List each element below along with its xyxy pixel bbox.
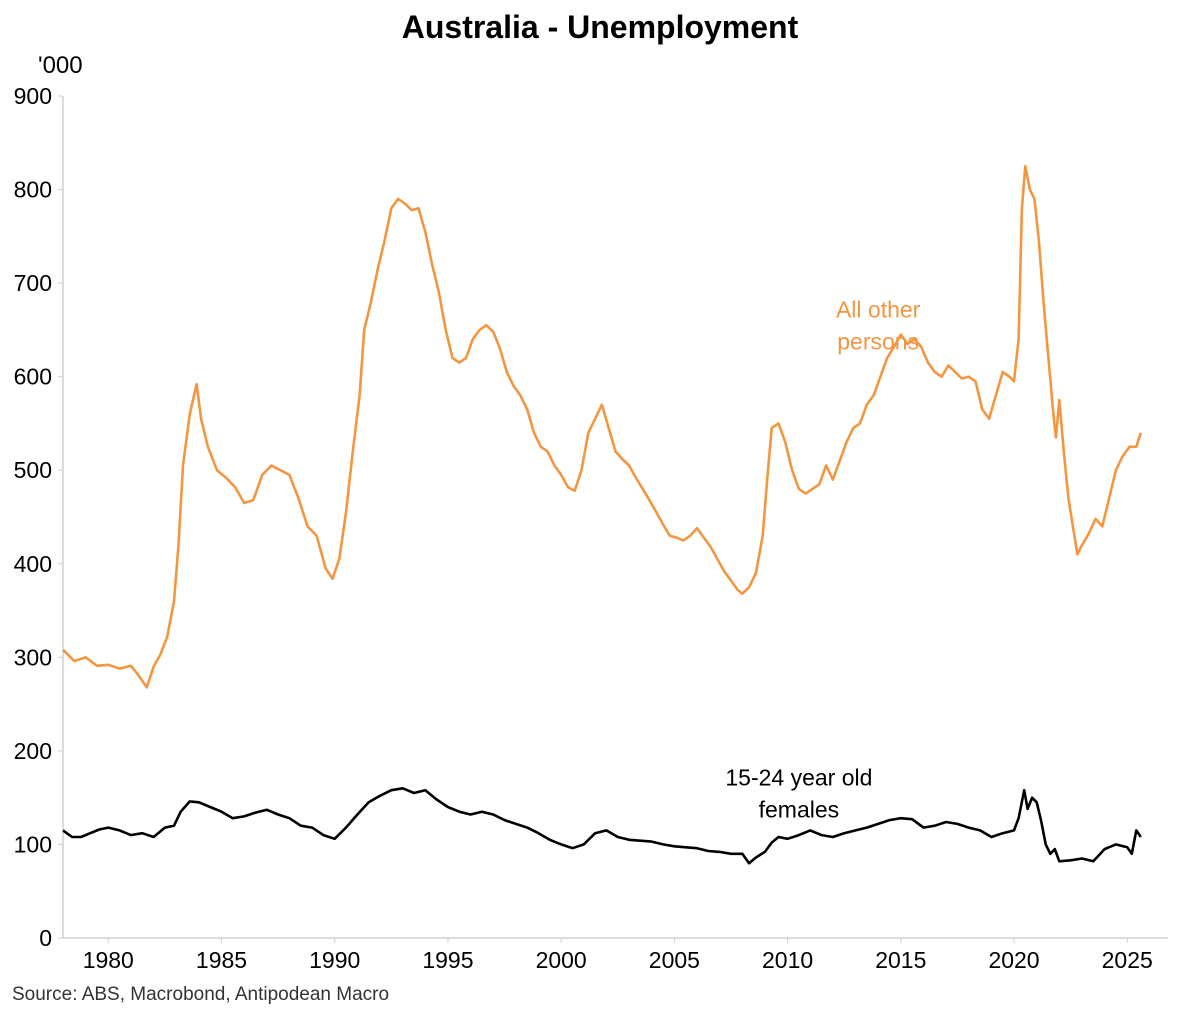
y-axis-unit-label: '000 xyxy=(38,52,83,79)
y-tick-label: 200 xyxy=(14,738,52,764)
x-tick-label: 2025 xyxy=(1102,947,1153,973)
x-tick-label: 1980 xyxy=(83,947,134,973)
y-tick-labels: 0 100 200 300 400 500 600 700 800 900 xyxy=(14,83,63,951)
x-tick-label: 2020 xyxy=(988,947,1039,973)
series-annotation-label: persons xyxy=(837,329,919,355)
y-tick-label: 700 xyxy=(14,270,52,296)
series-annotation-label: All other xyxy=(836,297,921,323)
series-layer xyxy=(62,164,1143,865)
y-tick-label: 300 xyxy=(14,644,52,670)
series-annotation-label: females xyxy=(759,797,840,823)
x-tick-label: 1990 xyxy=(309,947,360,973)
y-tick-label: 800 xyxy=(14,177,52,203)
x-tick-labels: 1980 1985 1990 1995 2000 2005 2010 2015 2020 2025 xyxy=(83,938,1153,973)
y-tick-label: 0 xyxy=(39,925,52,951)
source-note: Source: ABS, Macrobond, Antipodean Macro xyxy=(12,984,390,1005)
y-tick-label: 600 xyxy=(14,364,52,390)
unemployment-line-chart: Australia - Unemployment '000 0 100 200 300… xyxy=(14,9,1168,973)
series-line-15-24-females xyxy=(62,786,1142,865)
y-tick-label: 100 xyxy=(14,831,52,857)
x-tick-label: 1985 xyxy=(196,947,247,973)
chart-title: Australia - Unemployment xyxy=(402,9,799,45)
x-tick-label: 2015 xyxy=(875,947,926,973)
x-tick-label: 2005 xyxy=(649,947,700,973)
y-tick-label: 900 xyxy=(14,83,52,109)
x-tick-label: 2000 xyxy=(536,947,587,973)
y-tick-label: 500 xyxy=(14,457,52,483)
series-line-all-other-persons xyxy=(62,164,1143,689)
annotation-layer: All other persons 15-24 year old females xyxy=(725,297,920,823)
y-tick-label: 400 xyxy=(14,551,52,577)
x-tick-label: 2010 xyxy=(762,947,813,973)
x-tick-label: 1995 xyxy=(422,947,473,973)
series-annotation-label: 15-24 year old xyxy=(725,765,872,791)
